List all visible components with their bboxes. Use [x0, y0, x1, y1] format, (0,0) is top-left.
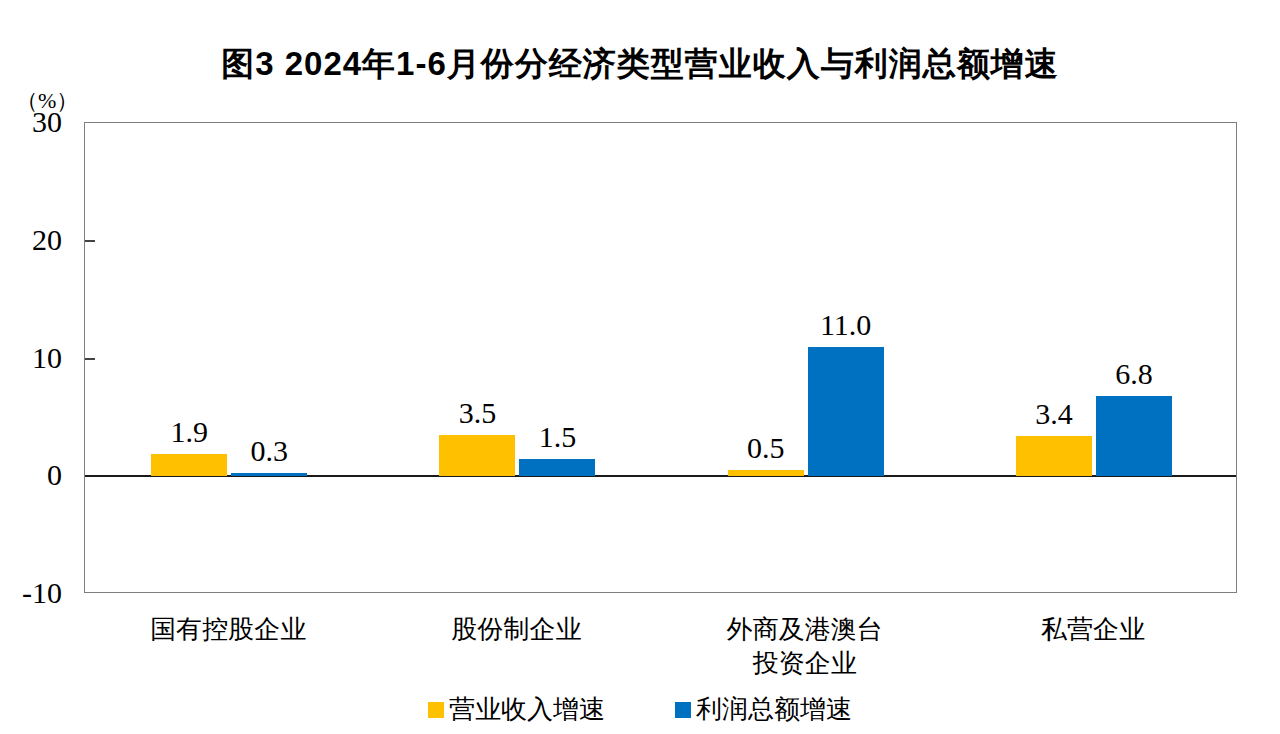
y-axis-tick [85, 240, 95, 242]
bar-value-label: 6.8 [1074, 356, 1194, 392]
legend-swatch-icon [428, 702, 444, 718]
bar-chart: 图3 2024年1-6月份分经济类型营业收入与利润总额增速 （%） 302010… [0, 0, 1280, 734]
bar-利润总额增速-1 [519, 459, 595, 477]
bar-营业收入增速-2 [728, 470, 804, 476]
legend: 营业收入增速 利润总额增速 [0, 697, 1280, 723]
x-category-label: 国有控股企业 [78, 613, 378, 647]
bar-利润总额增速-0 [231, 473, 307, 477]
legend-label: 营业收入增速 [449, 697, 605, 723]
bar-利润总额增速-3 [1096, 396, 1172, 476]
bar-value-label: 0.3 [209, 433, 329, 469]
y-tick-label: 30 [0, 104, 62, 140]
y-axis-tick [85, 358, 95, 360]
x-category-label: 私营企业 [943, 613, 1243, 647]
legend-item: 营业收入增速 [428, 697, 605, 723]
bar-value-label: 1.5 [497, 419, 617, 455]
chart-title: 图3 2024年1-6月份分经济类型营业收入与利润总额增速 [0, 42, 1280, 87]
y-tick-label: -10 [0, 575, 62, 611]
x-category-label: 股份制企业 [366, 613, 666, 647]
y-tick-label: 20 [0, 222, 62, 258]
legend-label: 利润总额增速 [696, 697, 852, 723]
y-tick-label: 10 [0, 340, 62, 376]
bar-value-label: 11.0 [786, 307, 906, 343]
plot-area: 1.93.50.53.40.31.511.06.8 [84, 122, 1237, 593]
y-tick-label: 0 [0, 457, 62, 493]
bar-利润总额增速-2 [808, 347, 884, 477]
legend-swatch-icon [675, 702, 691, 718]
bar-营业收入增速-3 [1016, 436, 1092, 476]
legend-item: 利润总额增速 [675, 697, 852, 723]
x-category-label: 外商及港澳台 投资企业 [655, 613, 955, 681]
